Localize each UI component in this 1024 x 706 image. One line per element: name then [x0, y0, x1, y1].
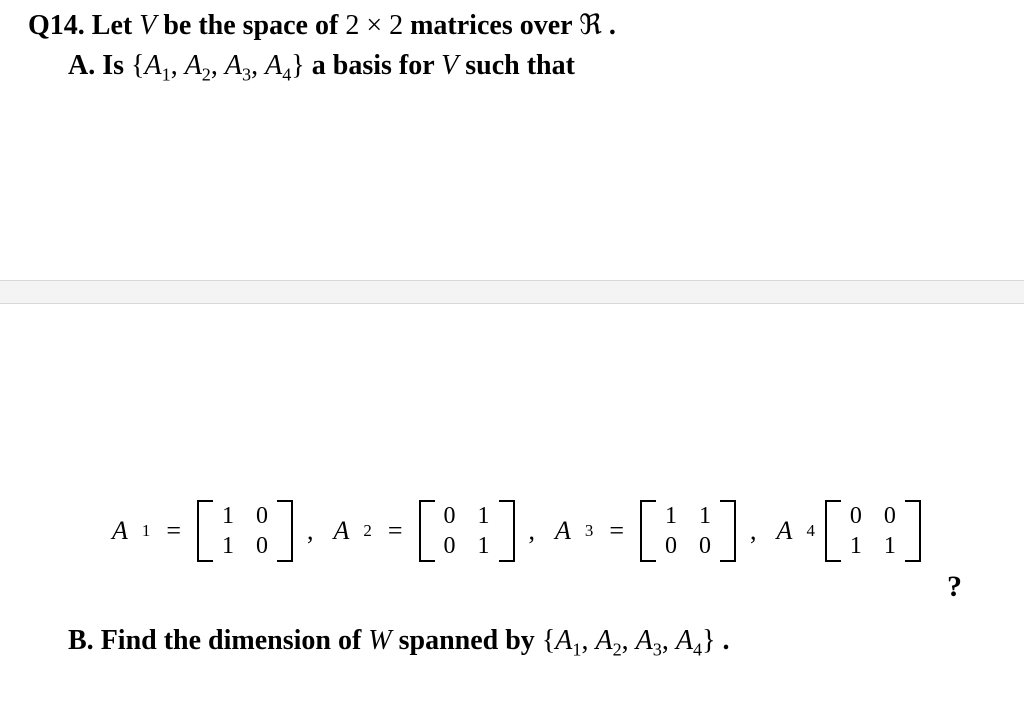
- setb-A1-A: A: [555, 625, 572, 656]
- text-spanned-by: spanned by: [399, 625, 542, 656]
- symbol-V-2: V: [441, 50, 458, 81]
- text-matrices-over: matrices over: [410, 10, 579, 41]
- bracket-left-icon: [197, 500, 213, 562]
- setb-sep-2: ,: [622, 625, 636, 656]
- comma-3: ,: [750, 516, 757, 546]
- set-sep-3: ,: [251, 50, 265, 81]
- setb-A2-sub: 2: [613, 640, 622, 660]
- setb-A2-A: A: [595, 625, 612, 656]
- matrix-A3: 1 1 0 0: [640, 500, 736, 562]
- text-let: Let: [92, 10, 139, 41]
- setb-A4-sub: 4: [693, 640, 702, 660]
- text-is: Is: [102, 50, 131, 81]
- text-dim: 2 × 2: [345, 10, 403, 41]
- set-A1-sub: 1: [162, 65, 171, 85]
- matrix-A4-grid: 0 0 1 1: [841, 501, 905, 562]
- text-such-that: such that: [465, 50, 575, 81]
- m1-d: 0: [255, 533, 269, 559]
- m3-d: 0: [698, 533, 712, 559]
- label-A1-sub: 1: [142, 521, 150, 541]
- label-A4-sub: 4: [806, 521, 814, 541]
- m1-c: 1: [221, 533, 235, 559]
- label-A4-A: A: [777, 516, 793, 546]
- part-a-label: A.: [68, 50, 95, 81]
- set-sep-1: ,: [171, 50, 185, 81]
- m2-b: 1: [477, 503, 491, 529]
- text-dot-b: .: [723, 625, 730, 656]
- m2-a: 0: [443, 503, 457, 529]
- m4-c: 1: [849, 533, 863, 559]
- setb-sep-3: ,: [662, 625, 676, 656]
- text-be-space: be the space of: [163, 10, 345, 41]
- setb-A3-sub: 3: [653, 640, 662, 660]
- set-A4-sub: 4: [282, 65, 291, 85]
- bracket-right-icon: [499, 500, 515, 562]
- text-dot: .: [609, 10, 616, 41]
- m4-d: 1: [883, 533, 897, 559]
- m4-b: 0: [883, 503, 897, 529]
- bracket-left-icon: [640, 500, 656, 562]
- text-basis-for: a basis for: [312, 50, 441, 81]
- eq-2: =: [388, 516, 403, 546]
- matrix-A1: 1 0 1 0: [197, 500, 293, 562]
- label-A3-sub: 3: [585, 521, 593, 541]
- setb-sep-1: ,: [581, 625, 595, 656]
- eq-3: =: [609, 516, 624, 546]
- question-number: Q14.: [28, 10, 85, 41]
- part-b-label: B.: [68, 625, 94, 656]
- comma-1: ,: [307, 516, 314, 546]
- separator-band: [0, 280, 1024, 304]
- set-A2-sub: 2: [202, 65, 211, 85]
- bracket-left-icon: [419, 500, 435, 562]
- label-A1-A: A: [112, 516, 128, 546]
- m4-a: 0: [849, 503, 863, 529]
- setb-A4-A: A: [676, 625, 693, 656]
- matrix-A3-grid: 1 1 0 0: [656, 501, 720, 562]
- setb-A3-A: A: [636, 625, 653, 656]
- matrix-A2-grid: 0 1 0 1: [435, 501, 499, 562]
- part-b-line: B. Find the dimension of W spanned by {A…: [68, 625, 730, 661]
- m1-a: 1: [221, 503, 235, 529]
- text-find: Find the dimension of: [101, 625, 369, 656]
- label-A2-A: A: [334, 516, 350, 546]
- matrix-A4: 0 0 1 1: [825, 500, 921, 562]
- symbol-R: ℜ: [579, 10, 602, 41]
- set-A3-sub: 3: [242, 65, 251, 85]
- set-sep-2: ,: [211, 50, 225, 81]
- label-A3-A: A: [555, 516, 571, 546]
- matrix-A2: 0 1 0 1: [419, 500, 515, 562]
- eq-1: =: [166, 516, 181, 546]
- comma-2: ,: [529, 516, 536, 546]
- label-A2-sub: 2: [363, 521, 371, 541]
- set-open-b: {: [542, 625, 555, 656]
- symbol-W: W: [368, 625, 391, 656]
- bracket-right-icon: [277, 500, 293, 562]
- set-A4-A: A: [265, 50, 282, 81]
- symbol-V: V: [139, 10, 156, 41]
- set-close: }: [291, 50, 304, 81]
- m2-d: 1: [477, 533, 491, 559]
- problem-page: Q14. Let V be the space of 2 × 2 matrice…: [0, 0, 1024, 706]
- bracket-right-icon: [905, 500, 921, 562]
- set-A2-A: A: [185, 50, 202, 81]
- m1-b: 0: [255, 503, 269, 529]
- set-open: {: [131, 50, 144, 81]
- question-line-1: Q14. Let V be the space of 2 × 2 matrice…: [28, 8, 616, 42]
- question-mark: ?: [947, 570, 962, 604]
- m3-a: 1: [664, 503, 678, 529]
- m2-c: 0: [443, 533, 457, 559]
- set-A3-A: A: [225, 50, 242, 81]
- bracket-right-icon: [720, 500, 736, 562]
- set-A1-A: A: [144, 50, 161, 81]
- part-a-line: A. Is {A1, A2, A3, A4} a basis for V suc…: [68, 50, 575, 86]
- m3-b: 1: [698, 503, 712, 529]
- m3-c: 0: [664, 533, 678, 559]
- matrix-A1-grid: 1 0 1 0: [213, 501, 277, 562]
- set-close-b: }: [702, 625, 715, 656]
- matrices-row: A1 = 1 0 1 0 , A2 = 0 1 0 1 ,: [112, 500, 921, 562]
- bracket-left-icon: [825, 500, 841, 562]
